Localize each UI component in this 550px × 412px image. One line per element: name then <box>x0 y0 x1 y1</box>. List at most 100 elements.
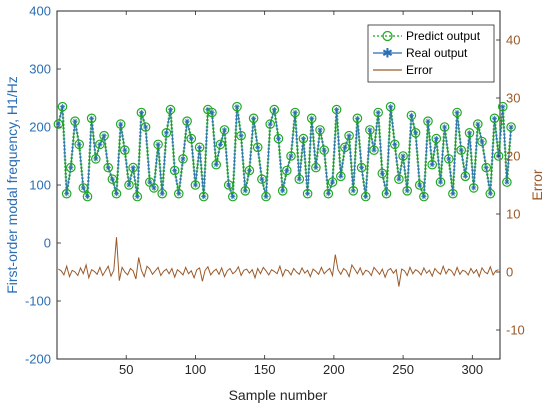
predict-output-point <box>431 133 442 144</box>
legend-error-label: Error <box>406 63 433 77</box>
predict-output-point <box>302 188 313 199</box>
predict-output-point <box>365 125 375 135</box>
predict-output-point <box>57 101 68 112</box>
real-output-point <box>255 144 261 150</box>
predict-output-point <box>481 162 491 173</box>
real-output-point <box>450 191 456 197</box>
error-line <box>58 237 499 287</box>
predict-output-point <box>219 125 230 135</box>
predict-output-point <box>153 139 163 150</box>
real-output-point <box>321 147 327 153</box>
real-output-point <box>230 194 236 200</box>
real-output-point <box>338 173 344 179</box>
real-output-point <box>151 185 157 191</box>
real-output-point <box>259 176 265 182</box>
real-output-point <box>113 191 120 197</box>
predict-output-point <box>448 188 458 199</box>
real-output-point <box>250 115 257 121</box>
predict-output-point <box>82 191 93 202</box>
predict-output-point <box>502 177 512 187</box>
predict-output-point <box>269 104 280 115</box>
real-output-point <box>354 115 361 121</box>
predict-output-point <box>86 113 97 124</box>
predict-output-point <box>327 177 338 187</box>
real-output-point <box>504 179 510 185</box>
real-output-point <box>462 173 468 179</box>
real-output-point <box>93 156 99 162</box>
predict-output-point <box>78 183 89 193</box>
predict-output-point <box>277 186 288 196</box>
y-axis-left-label: First-order modal frequency, H1/Hz <box>4 76 20 294</box>
real-output-point <box>383 191 390 197</box>
real-output-point <box>109 176 115 182</box>
real-output-point <box>408 112 414 118</box>
real-output-point <box>412 130 419 136</box>
real-output-point <box>483 165 489 171</box>
legend-entry-predict: Predict output <box>373 29 481 43</box>
predict-output-point <box>265 119 275 129</box>
predict-output-point <box>468 183 479 193</box>
real-output-point <box>242 188 248 194</box>
predict-output-point <box>244 165 255 176</box>
real-output-point <box>487 191 493 197</box>
real-output-point <box>342 144 348 150</box>
real-output-point <box>105 165 111 171</box>
real-output-point <box>213 162 219 168</box>
predict-output-point <box>91 154 101 164</box>
real-output-point <box>209 109 215 116</box>
real-output-point <box>89 115 95 121</box>
real-output-point <box>72 118 78 124</box>
predict-output-point <box>497 101 508 112</box>
real-output-point <box>155 141 161 147</box>
y-left-tick-label: 300 <box>29 62 51 77</box>
predict-output-point <box>223 180 234 190</box>
real-output-point <box>458 147 464 153</box>
predict-output-point <box>410 128 421 138</box>
real-output-point <box>446 156 452 162</box>
predict-output-point <box>360 191 371 202</box>
predict-output-point <box>427 159 437 170</box>
real-output-point <box>371 147 377 153</box>
real-output-point <box>188 136 194 142</box>
predict-output-point <box>389 139 400 150</box>
legend-real-label: Real output <box>406 46 468 60</box>
real-output-point <box>221 127 228 133</box>
real-output-point <box>238 133 244 139</box>
real-output-point <box>68 165 74 171</box>
real-output-point <box>176 191 182 197</box>
real-output-point <box>143 124 149 130</box>
predict-output-point <box>66 162 76 173</box>
predict-output-point <box>252 142 263 153</box>
y-right-tick-label: 0 <box>506 265 513 280</box>
real-output-point <box>205 107 211 113</box>
real-output-point <box>417 182 423 188</box>
y-right-tick-label: 40 <box>506 33 520 48</box>
real-output-point <box>433 136 439 142</box>
predict-output-point <box>182 116 192 126</box>
predict-output-point <box>53 119 64 129</box>
predict-output-point <box>174 188 184 199</box>
y-left-tick-label: 0 <box>44 236 51 251</box>
predict-output-point <box>394 174 404 184</box>
real-output-point <box>304 191 311 197</box>
real-output-point <box>201 194 207 200</box>
x-tick-label: 50 <box>119 362 133 377</box>
real-output-point <box>392 141 398 147</box>
predict-output-point <box>215 139 226 150</box>
predict-output-point <box>115 119 126 129</box>
predict-output-point <box>319 145 329 155</box>
predict-output-point <box>439 122 450 132</box>
real-output-point <box>226 182 232 188</box>
real-output-point <box>500 104 506 110</box>
real-output-point <box>159 191 165 197</box>
real-output-point <box>284 167 290 174</box>
predict-output-point <box>198 191 209 202</box>
predict-output-point <box>344 130 354 141</box>
legend-entry-real: ✱ Real output <box>373 46 468 61</box>
predict-output-point <box>190 180 201 190</box>
real-output-point <box>167 107 174 113</box>
predict-output-point <box>460 171 471 182</box>
predict-output-point <box>381 188 392 199</box>
real-output-point <box>234 104 240 110</box>
